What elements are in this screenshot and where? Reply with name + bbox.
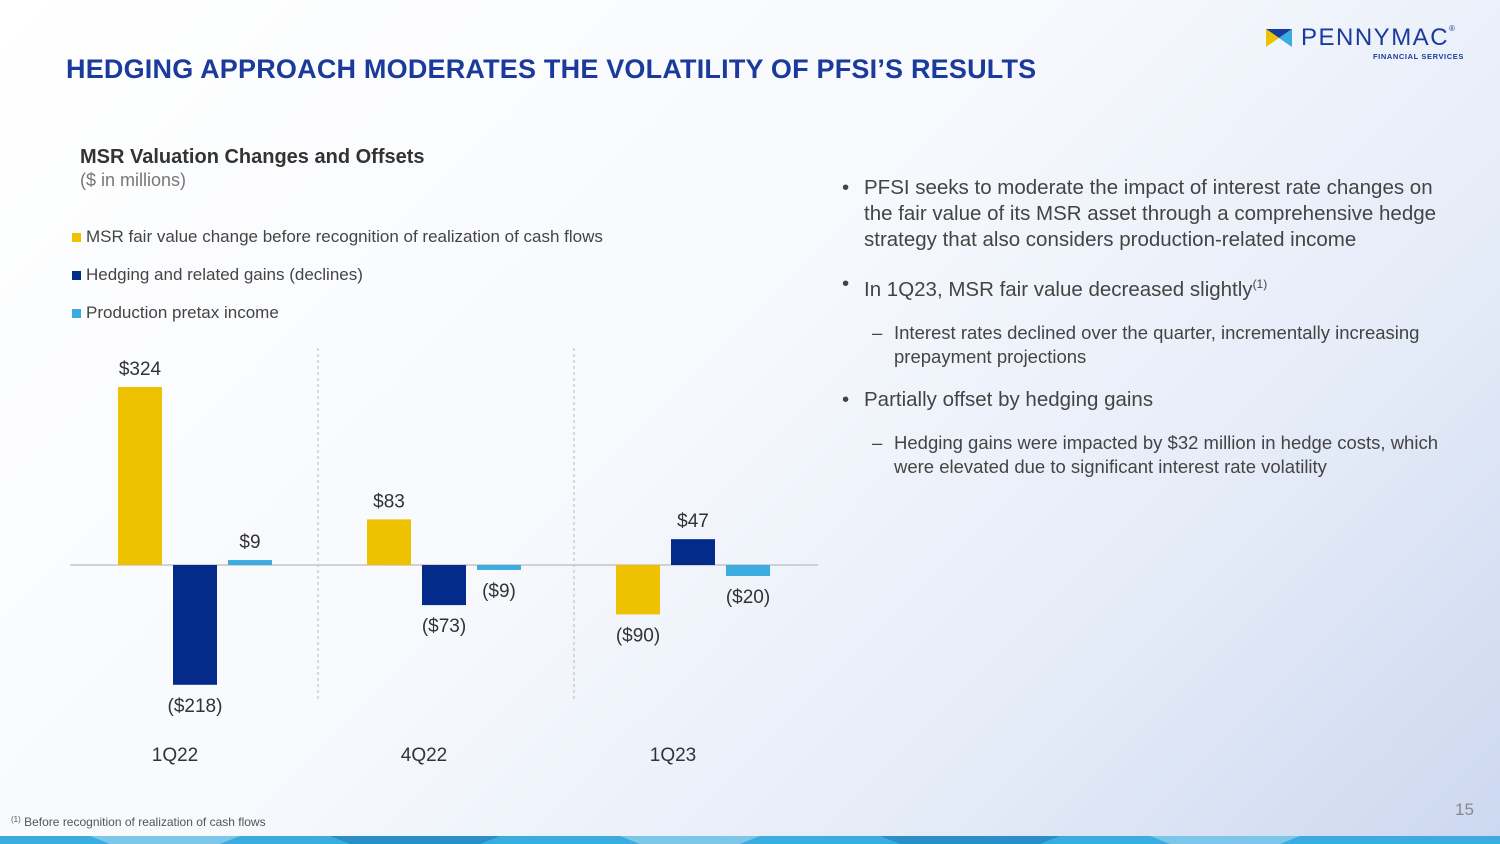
footnote-ref: (1)	[1252, 277, 1268, 291]
legend-label: Hedging and related gains (declines)	[86, 265, 363, 284]
legend-item-hedging: Hedging and related gains (declines)	[72, 264, 603, 286]
data-label: $47	[677, 511, 709, 532]
legend-swatch-icon	[72, 232, 81, 242]
chart-legend: MSR fair value change before recognition…	[72, 226, 603, 340]
legend-swatch-icon	[72, 308, 81, 318]
company-logo: PENNYMAC® FINANCIAL SERVICES	[1266, 24, 1486, 64]
bar-1Q23-series-2	[671, 539, 715, 565]
bar-1Q22-series-3	[228, 560, 272, 565]
data-label: $9	[239, 532, 260, 553]
logo-wordmark: PENNYMAC®	[1301, 24, 1455, 51]
data-label: ($20)	[726, 587, 770, 608]
data-label: ($9)	[482, 581, 516, 602]
bullet-item: In 1Q23, MSR fair value decreased slight…	[838, 271, 1458, 303]
logo-subtitle: FINANCIAL SERVICES	[1373, 52, 1464, 61]
sub-bullet-item: Interest rates declined over the quarter…	[838, 321, 1458, 369]
bar-4Q22-series-1	[367, 519, 411, 565]
chart-subtitle: ($ in millions)	[80, 170, 187, 190]
data-label: $324	[119, 359, 162, 380]
category-label: 1Q23	[650, 745, 696, 766]
legend-item-msr: MSR fair value change before recognition…	[72, 226, 603, 248]
category-label: 1Q22	[152, 745, 198, 766]
data-label: ($73)	[422, 616, 466, 637]
bar-4Q22-series-3	[477, 565, 521, 570]
page-number: 15	[1455, 800, 1474, 819]
bullet-item: PFSI seeks to moderate the impact of int…	[838, 175, 1458, 253]
page-title: HEDGING APPROACH MODERATES THE VOLATILIT…	[66, 54, 1037, 84]
bottom-decorative-band	[0, 836, 1500, 844]
footnote-text: Before recognition of realization of cas…	[24, 815, 266, 829]
legend-label: Production pretax income	[86, 303, 279, 322]
legend-swatch-icon	[72, 270, 81, 280]
bar-chart: $324 ($218) $9 1Q22 $83 ($73) ($9) 4Q22 ($90) $47…	[70, 348, 818, 766]
legend-item-production: Production pretax income	[72, 302, 603, 324]
chart-title: MSR Valuation Changes and Offsets	[80, 146, 425, 168]
bullet-list: PFSI seeks to moderate the impact of int…	[838, 175, 1458, 497]
category-label: 4Q22	[401, 745, 447, 766]
bullet-item: Partially offset by hedging gains	[838, 387, 1458, 413]
data-label: ($218)	[168, 696, 223, 717]
data-label: $83	[373, 491, 405, 512]
pennymac-logo-icon	[1266, 29, 1292, 47]
footnote-mark: (1)	[11, 815, 21, 824]
legend-label: MSR fair value change before recognition…	[86, 227, 603, 246]
bar-4Q22-series-2	[422, 565, 466, 606]
sub-bullet-item: Hedging gains were impacted by $32 milli…	[838, 431, 1458, 479]
footnote: (1) Before recognition of realization of…	[11, 815, 266, 829]
bar-1Q22-series-2	[173, 565, 217, 685]
bar-1Q23-series-1	[616, 565, 660, 615]
bar-1Q23-series-3	[726, 565, 770, 576]
bar-1Q22-series-1	[118, 386, 162, 565]
data-label: ($90)	[616, 625, 660, 646]
